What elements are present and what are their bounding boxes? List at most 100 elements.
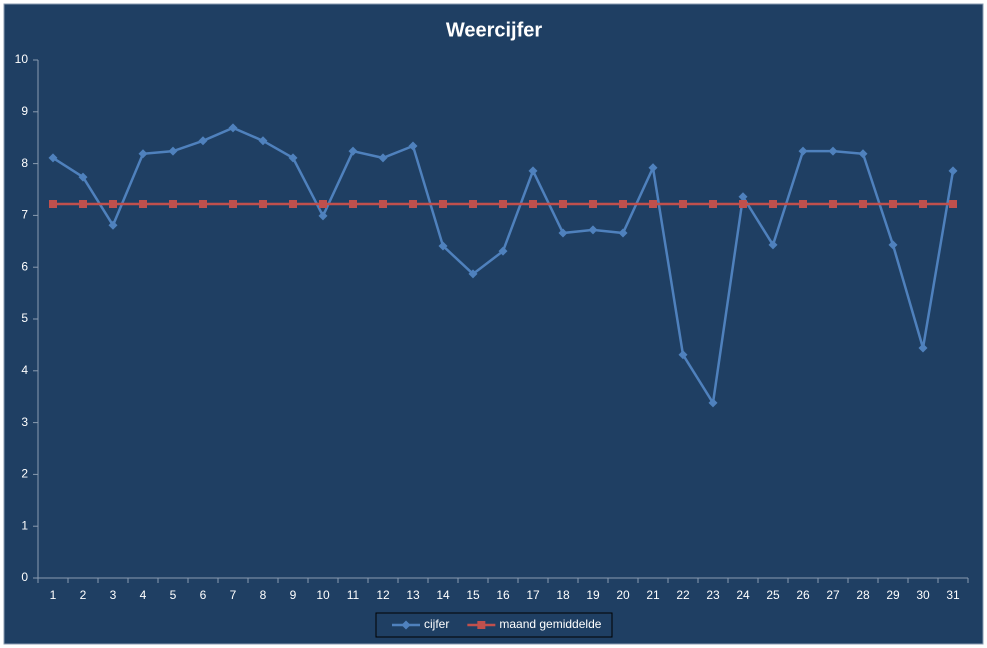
y-tick-label: 2 (21, 467, 28, 481)
marker (168, 146, 178, 156)
marker (889, 200, 897, 209)
marker (48, 153, 58, 163)
x-tick-label: 5 (170, 588, 177, 602)
marker (499, 200, 507, 209)
marker (799, 200, 807, 209)
marker (438, 241, 448, 251)
marker (79, 200, 87, 209)
legend-label: maand gemiddelde (499, 617, 601, 631)
marker (319, 200, 327, 209)
y-tick-label: 1 (21, 518, 28, 532)
y-tick-label: 7 (21, 208, 28, 222)
x-tick-label: 21 (646, 588, 660, 602)
x-tick-label: 15 (466, 588, 480, 602)
x-tick-label: 25 (766, 588, 780, 602)
x-tick-label: 12 (376, 588, 390, 602)
marker (401, 620, 411, 630)
x-tick-label: 7 (230, 588, 237, 602)
marker (708, 398, 718, 408)
y-tick-label: 6 (21, 259, 28, 273)
marker (619, 200, 627, 209)
x-tick-label: 14 (436, 588, 450, 602)
marker (108, 220, 118, 230)
marker (529, 200, 537, 209)
x-tick-label: 26 (796, 588, 810, 602)
marker (469, 200, 477, 209)
x-tick-label: 2 (80, 588, 87, 602)
x-tick-label: 10 (316, 588, 330, 602)
x-tick-label: 24 (736, 588, 750, 602)
x-tick-label: 22 (676, 588, 690, 602)
marker (258, 136, 268, 146)
marker (379, 200, 387, 209)
marker (349, 200, 357, 209)
marker (798, 146, 808, 156)
x-tick-label: 16 (496, 588, 510, 602)
marker (888, 240, 898, 250)
y-tick-label: 5 (21, 311, 28, 325)
marker (709, 200, 717, 209)
marker (859, 200, 867, 209)
marker (589, 200, 597, 209)
marker (229, 200, 237, 209)
x-tick-label: 3 (110, 588, 117, 602)
marker (348, 146, 358, 156)
marker (768, 240, 778, 250)
marker (288, 153, 298, 163)
marker (828, 146, 838, 156)
marker (49, 200, 57, 209)
x-tick-label: 27 (826, 588, 840, 602)
x-tick-label: 6 (200, 588, 207, 602)
marker (649, 200, 657, 209)
x-tick-label: 18 (556, 588, 570, 602)
marker (739, 200, 747, 209)
marker (318, 211, 328, 221)
marker (228, 123, 238, 133)
y-tick-label: 10 (15, 52, 29, 66)
x-tick-label: 8 (260, 588, 267, 602)
y-tick-label: 8 (21, 156, 28, 170)
marker (139, 200, 147, 209)
y-tick-label: 4 (21, 363, 28, 377)
marker (858, 149, 868, 159)
x-tick-label: 4 (140, 588, 147, 602)
y-tick-label: 3 (21, 415, 28, 429)
marker (949, 200, 957, 209)
y-tick-label: 9 (21, 104, 28, 118)
x-tick-label: 29 (886, 588, 900, 602)
x-tick-label: 9 (290, 588, 297, 602)
x-tick-label: 20 (616, 588, 630, 602)
marker (439, 200, 447, 209)
marker (558, 228, 568, 238)
marker (477, 621, 486, 629)
marker (948, 166, 958, 176)
marker (559, 200, 567, 209)
marker (409, 200, 417, 209)
legend-label: cijfer (424, 617, 449, 631)
marker (289, 200, 297, 209)
y-tick-label: 0 (21, 570, 28, 584)
marker (468, 269, 478, 279)
marker (498, 246, 508, 256)
marker (259, 200, 267, 209)
marker (588, 225, 598, 235)
marker (648, 163, 658, 173)
marker (378, 153, 388, 163)
x-tick-label: 11 (347, 588, 360, 602)
marker (408, 141, 418, 151)
marker (138, 149, 148, 159)
x-tick-label: 19 (586, 588, 600, 602)
marker (199, 200, 207, 209)
x-tick-label: 17 (526, 588, 540, 602)
marker (829, 200, 837, 209)
chart-title: Weercijfer (446, 19, 543, 41)
legend-box (375, 612, 613, 638)
x-tick-label: 1 (50, 588, 57, 602)
x-tick-label: 13 (406, 588, 420, 602)
chart-background (3, 3, 984, 645)
marker (919, 200, 927, 209)
marker (738, 192, 748, 202)
marker (678, 350, 688, 360)
